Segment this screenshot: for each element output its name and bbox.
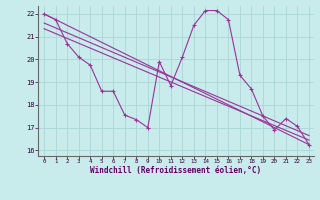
X-axis label: Windchill (Refroidissement éolien,°C): Windchill (Refroidissement éolien,°C) (91, 166, 261, 175)
